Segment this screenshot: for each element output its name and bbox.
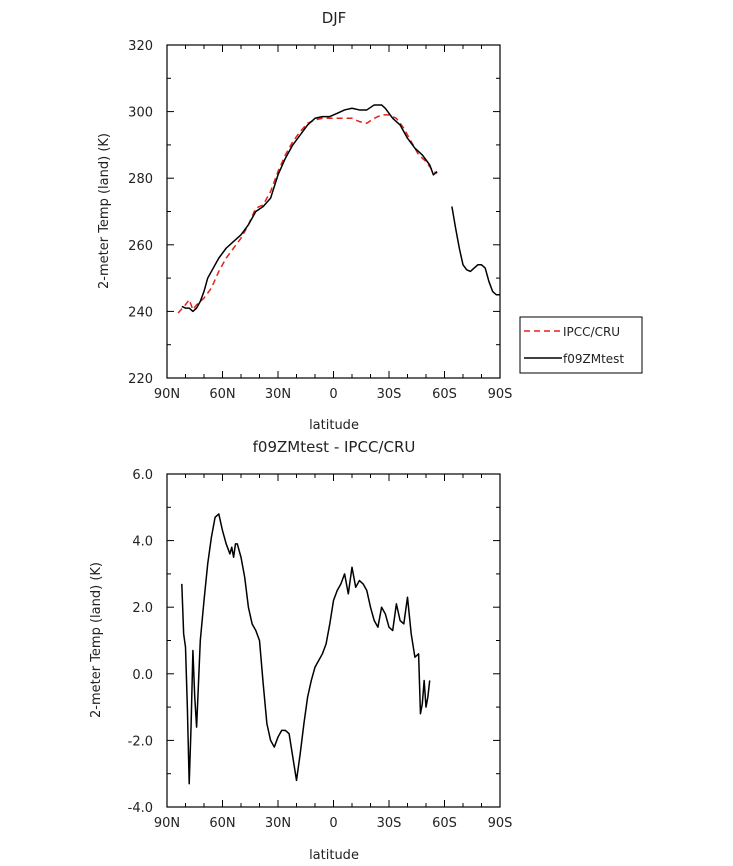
top-x-axis-label: latitude [309,418,359,433]
top-y-tick-label: 320 [128,39,153,54]
top-y-tick-label: 280 [128,172,153,187]
bottom-x-tick-label: 30N [265,816,291,831]
bottom-x-tick-label: 30S [377,816,402,831]
bottom-x-tick-label: 60S [432,816,457,831]
top-y-tick-labels: 220 240 260 280 300 320 [128,39,153,387]
bottom-y-tick-label: 2.0 [132,601,153,616]
top-x-tick-label: 90N [154,387,180,402]
bottom-x-tick-label: 0 [329,816,337,831]
top-x-tick-label: 60S [432,387,457,402]
bottom-panel: f09ZMtest - IPCC/CRU 90N 60N 30N 0 30S 60S 90S… [89,438,512,863]
top-series-f09zmtest-line [181,104,438,313]
bottom-y-tick-label: 4.0 [132,535,153,550]
top-x-tick-labels: 90N 60N 30N 0 30S 60S 90S [154,387,513,402]
bottom-y-tick-label: 0.0 [132,668,153,683]
top-chart-title: DJF [322,9,347,27]
top-series-f09zmtest-line [451,206,500,296]
legend-label-ipcc-cru: IPCC/CRU [563,325,620,339]
top-series-ipcc-cru-line [177,114,438,314]
top-x-tick-label: 60N [209,387,235,402]
top-series [177,104,500,314]
bottom-y-tick-label: -2.0 [128,734,153,749]
top-y-tick-label: 240 [128,305,153,320]
legend-box [519,316,643,374]
top-x-tick-label: 90S [488,387,513,402]
bottom-x-axis-label: latitude [309,848,359,863]
top-ticks [166,44,501,379]
bottom-x-tick-labels: 90N 60N 30N 0 30S 60S 90S [154,816,513,831]
top-x-tick-label: 0 [329,387,337,402]
top-y-tick-label: 260 [128,239,153,254]
top-y-tick-label: 220 [128,372,153,387]
bottom-ticks [166,473,501,808]
top-x-tick-label: 30N [265,387,291,402]
top-x-tick-label: 30S [377,387,402,402]
bottom-y-tick-label: 6.0 [132,468,153,483]
bottom-x-tick-label: 60N [209,816,235,831]
legend: IPCC/CRU f09ZMtest [519,316,643,374]
bottom-y-axis-label: 2-meter Temp (land) (K) [89,562,104,718]
bottom-chart-title: f09ZMtest - IPCC/CRU [253,438,416,456]
top-plot-frame [166,44,501,379]
bottom-plot-frame [166,473,501,808]
top-panel: DJF 90N 60N 30N 0 30S 60S 90S 220 240 260 280 300 3… [97,9,512,433]
bottom-y-tick-labels: -4.0 -2.0 0.0 2.0 4.0 6.0 [128,468,153,816]
bottom-x-tick-label: 90S [488,816,513,831]
bottom-x-tick-label: 90N [154,816,180,831]
bottom-series-diff-line [181,513,431,785]
bottom-y-tick-label: -4.0 [128,801,153,816]
bottom-series [181,513,431,785]
legend-label-f09zmtest: f09ZMtest [563,352,624,366]
top-y-axis-label: 2-meter Temp (land) (K) [97,133,112,289]
top-y-tick-label: 300 [128,106,153,121]
